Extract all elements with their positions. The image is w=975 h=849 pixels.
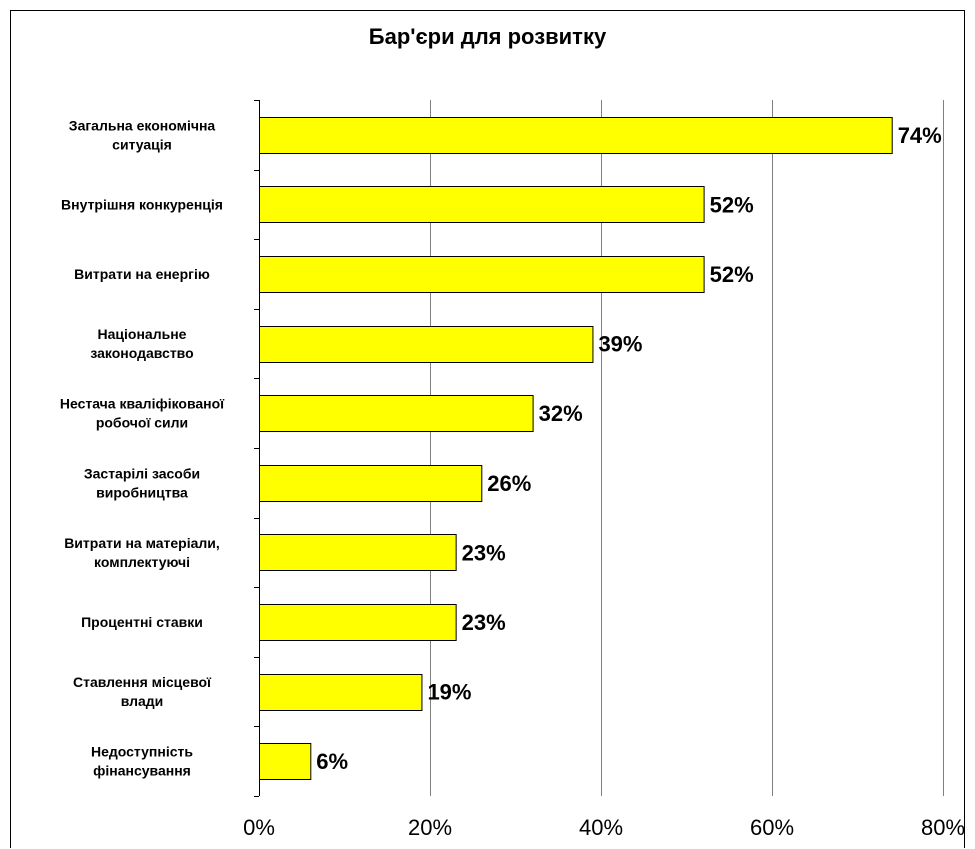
- data-label: 52%: [710, 192, 754, 217]
- bar: [259, 465, 483, 502]
- bar: [259, 604, 457, 641]
- category-label: виробництва: [96, 484, 188, 500]
- category-label: Внутрішня конкуренція: [61, 196, 223, 212]
- data-label: 52%: [710, 262, 754, 287]
- bar: [259, 395, 534, 432]
- bar: [259, 534, 457, 571]
- category-label: фінансування: [93, 763, 191, 779]
- x-tick-label: 40%: [579, 815, 623, 840]
- data-label: 39%: [598, 332, 642, 357]
- chart-title: Бар'єри для розвитку: [368, 24, 607, 49]
- category-label: Недоступність: [91, 744, 193, 760]
- data-label: 23%: [462, 540, 506, 565]
- data-label: 23%: [462, 610, 506, 635]
- category-label: влади: [121, 693, 164, 709]
- category-label: Витрати на матеріали,: [64, 535, 220, 551]
- category-label: Національне: [98, 326, 187, 342]
- data-label: 19%: [427, 680, 471, 705]
- category-label: Витрати на енергію: [74, 266, 210, 282]
- category-label: Нестача кваліфікованої: [60, 396, 225, 412]
- category-label: Застарілі засоби: [84, 465, 200, 481]
- data-label: 32%: [539, 401, 583, 426]
- x-tick-label: 60%: [750, 815, 794, 840]
- category-label: Ставлення місцевої: [73, 674, 212, 690]
- bar: [259, 186, 705, 223]
- category-label: Загальна економічна: [69, 117, 216, 133]
- x-tick-label: 0%: [243, 815, 275, 840]
- data-label: 6%: [316, 749, 348, 774]
- category-label: Процентні ставки: [81, 614, 203, 630]
- bar: [259, 326, 594, 363]
- x-tick-label: 20%: [408, 815, 452, 840]
- data-label: 26%: [487, 471, 531, 496]
- category-label: комплектуючі: [94, 554, 190, 570]
- x-tick-label: 80%: [921, 815, 965, 840]
- category-label: робочої сили: [96, 415, 188, 431]
- bar: [259, 117, 893, 154]
- bar: [259, 674, 423, 711]
- bar: [259, 743, 312, 780]
- category-label: законодавство: [90, 345, 193, 361]
- category-label: ситуація: [112, 136, 172, 152]
- data-label: 74%: [898, 123, 942, 148]
- bar: [259, 256, 705, 293]
